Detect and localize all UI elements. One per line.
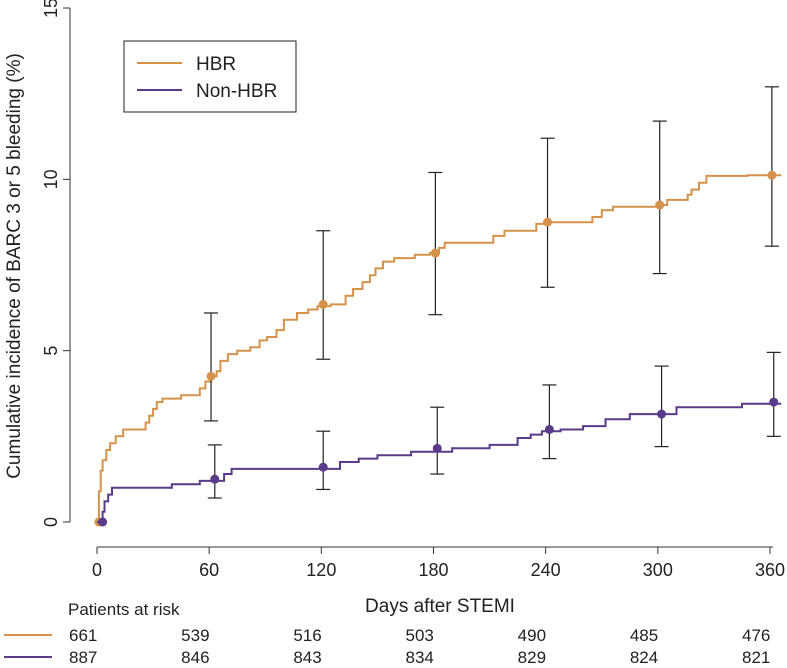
risk-value-non-hbr-0: 887 bbox=[69, 648, 97, 667]
risk-value-non-hbr-120: 843 bbox=[293, 648, 321, 667]
step-line-non-hbr bbox=[97, 402, 782, 523]
risk-value-hbr-0: 661 bbox=[69, 626, 97, 645]
risk-value-non-hbr-180: 834 bbox=[406, 648, 434, 667]
risk-value-hbr-240: 490 bbox=[518, 626, 546, 645]
marker-non-hbr-1 bbox=[210, 474, 220, 484]
marker-hbr-2 bbox=[318, 299, 328, 309]
marker-non-hbr-0 bbox=[98, 517, 108, 527]
risk-value-non-hbr-240: 829 bbox=[518, 648, 546, 667]
step-line-hbr bbox=[97, 174, 782, 523]
marker-non-hbr-4 bbox=[544, 424, 554, 434]
x-tick-label-300: 300 bbox=[643, 560, 673, 580]
x-tick-label-240: 240 bbox=[531, 560, 561, 580]
x-tick-label-180: 180 bbox=[418, 560, 448, 580]
marker-non-hbr-3 bbox=[432, 443, 442, 453]
risk-value-hbr-60: 539 bbox=[181, 626, 209, 645]
y-ticks: 0 5 10 15 bbox=[41, 0, 70, 527]
marker-hbr-3 bbox=[430, 248, 440, 258]
y-axis-label: Cumulative incidence of BARC 3 or 5 blee… bbox=[4, 53, 25, 479]
risk-value-hbr-180: 503 bbox=[406, 626, 434, 645]
legend-label-non-hbr: Non-HBR bbox=[196, 81, 277, 102]
series-hbr bbox=[94, 86, 782, 527]
marker-non-hbr-2 bbox=[318, 462, 328, 472]
marker-hbr-6 bbox=[767, 170, 777, 180]
legend: HBR Non-HBR bbox=[123, 40, 297, 113]
marker-hbr-4 bbox=[543, 217, 553, 227]
x-axis-label: Days after STEMI bbox=[365, 596, 515, 617]
series-layer bbox=[94, 86, 782, 527]
risk-value-hbr-300: 485 bbox=[630, 626, 658, 645]
legend-label-hbr: HBR bbox=[196, 54, 236, 75]
risk-value-non-hbr-360: 821 bbox=[742, 648, 770, 667]
y-tick-label-0: 0 bbox=[41, 517, 61, 527]
x-tick-label-120: 120 bbox=[306, 560, 336, 580]
legend-box bbox=[123, 40, 297, 113]
risk-table: Patients at risk 661 539 516 503 490 485 476 88… bbox=[4, 600, 770, 667]
marker-non-hbr-5 bbox=[657, 409, 667, 419]
risk-value-non-hbr-300: 824 bbox=[630, 648, 658, 667]
x-tick-label-60: 60 bbox=[199, 560, 219, 580]
risk-value-hbr-360: 476 bbox=[742, 626, 770, 645]
y-tick-label-10: 10 bbox=[41, 169, 61, 189]
x-tick-label-0: 0 bbox=[92, 560, 102, 580]
risk-value-hbr-120: 516 bbox=[293, 626, 321, 645]
marker-non-hbr-6 bbox=[769, 397, 779, 407]
y-tick-label-15: 15 bbox=[41, 0, 61, 18]
x-ticks: 0 60 120 180 240 300 360 bbox=[92, 547, 785, 580]
risk-value-non-hbr-60: 846 bbox=[181, 648, 209, 667]
marker-hbr-1 bbox=[206, 371, 216, 381]
x-tick-label-360: 360 bbox=[755, 560, 785, 580]
series-non-hbr bbox=[97, 351, 782, 527]
risk-table-title: Patients at risk bbox=[68, 600, 180, 619]
y-tick-label-5: 5 bbox=[41, 346, 61, 356]
marker-hbr-5 bbox=[655, 200, 665, 210]
